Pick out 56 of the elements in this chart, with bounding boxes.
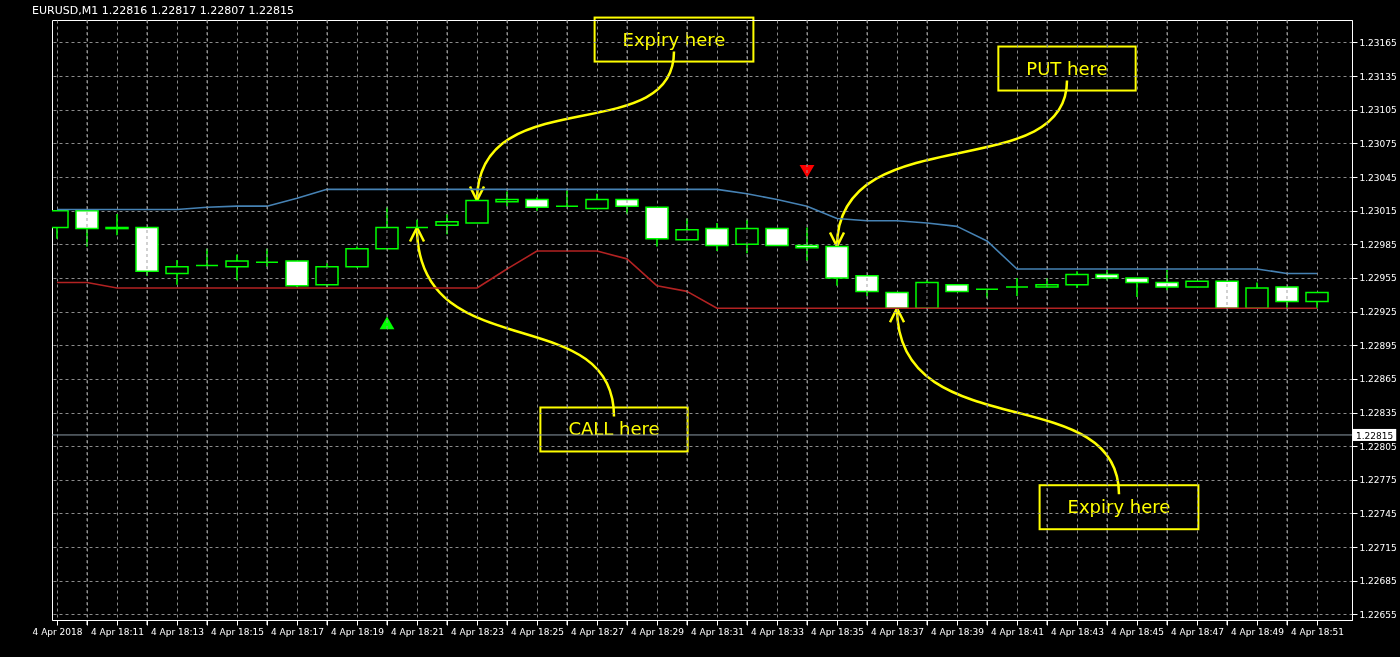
y-tick-label: 1.22985 [1359, 239, 1397, 250]
y-tick-label: 1.23165 [1359, 37, 1397, 48]
annotation: PUT here [1026, 57, 1108, 79]
x-tick-label: 4 Apr 18:43 [1051, 626, 1104, 637]
x-tick-label: 4 Apr 18:41 [991, 626, 1044, 637]
candlestick [1125, 277, 1149, 298]
x-tick-label: 4 Apr 18:29 [631, 626, 685, 637]
x-tick-label: 4 Apr 18:27 [571, 626, 624, 637]
y-tick-label: 1.22685 [1359, 576, 1397, 587]
x-tick-label: 4 Apr 18:35 [811, 626, 864, 637]
x-tick-label: 4 Apr 18:19 [331, 626, 385, 637]
x-tick-label: 4 Apr 18:11 [91, 626, 144, 637]
x-tick-label: 4 Apr 18:31 [691, 626, 744, 637]
y-tick-label: 1.22895 [1359, 340, 1397, 351]
y-tick-label: 1.22655 [1359, 609, 1397, 620]
candlestick [225, 253, 249, 281]
y-tick-label: 1.23075 [1359, 138, 1397, 149]
x-tick-label: 4 Apr 18:51 [1291, 626, 1344, 637]
x-tick-label: 4 Apr 18:15 [211, 626, 264, 637]
x-tick-label: 4 Apr 18:39 [931, 626, 985, 637]
y-tick-label: 1.22805 [1359, 441, 1397, 452]
x-tick-label: 4 Apr 18:37 [871, 626, 924, 637]
annotation: CALL here [568, 418, 660, 440]
x-tick-label: 4 Apr 2018 [32, 626, 83, 637]
x-tick-label: 4 Apr 18:25 [511, 626, 564, 637]
y-tick-label: 1.22955 [1359, 273, 1397, 284]
x-tick-label: 4 Apr 18:17 [271, 626, 324, 637]
y-tick-label: 1.22715 [1359, 542, 1397, 553]
y-tick-label: 1.23105 [1359, 105, 1397, 116]
y-tick-label: 1.22835 [1359, 408, 1397, 419]
candlestick [465, 199, 489, 224]
y-tick-label: 1.22865 [1359, 374, 1397, 385]
candlestick [1005, 277, 1029, 297]
x-tick-label: 4 Apr 18:13 [151, 626, 204, 637]
x-tick-label: 4 Apr 18:49 [1231, 626, 1285, 637]
y-tick-label: 1.22745 [1359, 508, 1397, 519]
annotation: Expiry here [1067, 496, 1171, 518]
y-tick-label: 1.22775 [1359, 475, 1397, 486]
y-tick-label: 1.22925 [1359, 307, 1397, 318]
chart-title: EURUSD,M1 1.22816 1.22817 1.22807 1.22815 [32, 3, 295, 17]
line-series [56, 250, 1318, 310]
candlestick [705, 222, 729, 252]
candlestick [1245, 281, 1269, 309]
y-tick-label: 1.23135 [1359, 71, 1397, 82]
y-tick-label: 1.23045 [1359, 172, 1397, 183]
x-tick-label: 4 Apr 18:33 [751, 626, 804, 637]
annotation: Expiry here [622, 28, 726, 50]
candlestick [405, 218, 429, 229]
x-tick-label: 4 Apr 18:23 [451, 626, 504, 637]
x-tick-label: 4 Apr 18:21 [391, 626, 444, 637]
x-tick-label: 4 Apr 18:47 [1171, 626, 1224, 637]
candlestick [165, 259, 189, 286]
candlestick [435, 213, 459, 235]
y-tick-label: 1.23015 [1359, 206, 1397, 217]
candlestick [345, 245, 369, 269]
x-tick-label: 4 Apr 18:45 [1111, 626, 1164, 637]
